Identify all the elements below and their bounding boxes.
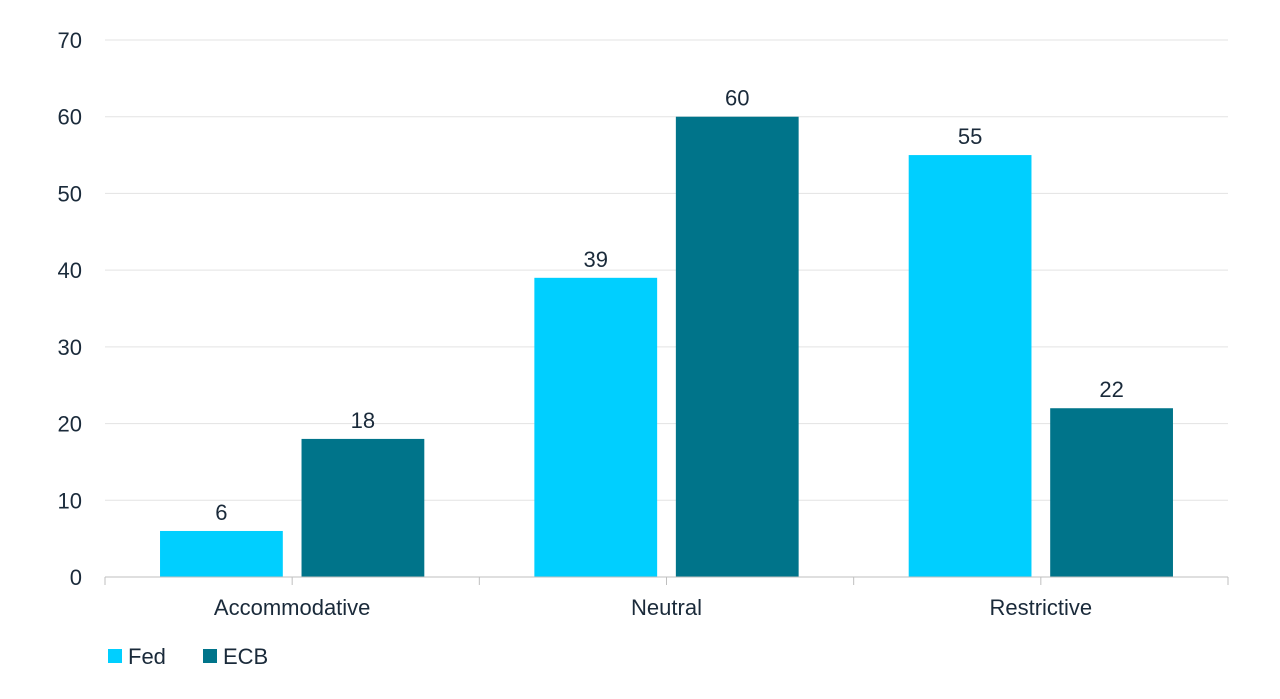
legend-swatch-fed [108, 649, 122, 663]
x-category-label: Accommodative [214, 595, 371, 620]
bar-ecb-accommodative [301, 438, 425, 577]
data-label: 22 [1099, 377, 1123, 402]
legend: Fed ECB [108, 644, 268, 669]
x-category-label: Neutral [631, 595, 702, 620]
y-tick-label: 10 [58, 488, 82, 513]
bar-fed-neutral [534, 277, 658, 577]
y-tick-label: 70 [58, 28, 82, 53]
legend-label-ecb: ECB [223, 644, 268, 669]
y-tick-label: 50 [58, 181, 82, 206]
gridlines [105, 39, 1228, 501]
bar-fed-accommodative [160, 530, 283, 577]
y-tick-label: 40 [58, 258, 82, 283]
data-label: 18 [351, 408, 375, 433]
data-label: 55 [958, 124, 982, 149]
data-label: 39 [584, 247, 608, 272]
y-tick-label: 30 [58, 335, 82, 360]
x-axis: Accommodative Neutral Restrictive [104, 576, 1229, 620]
bar-ecb-neutral [675, 116, 799, 577]
bars: 6 18 39 60 55 22 [160, 86, 1173, 578]
y-axis: 0 10 20 30 40 50 60 70 [58, 28, 82, 590]
bar-ecb-restrictive [1050, 408, 1173, 577]
bar-fed-restrictive [908, 155, 1032, 578]
legend-swatch-ecb [203, 649, 217, 663]
legend-label-fed: Fed [128, 644, 166, 669]
y-tick-label: 60 [58, 105, 82, 130]
x-category-label: Restrictive [989, 595, 1092, 620]
y-tick-label: 0 [70, 565, 82, 590]
y-tick-label: 20 [58, 412, 82, 437]
data-label: 6 [215, 500, 227, 525]
data-label: 60 [725, 86, 749, 111]
